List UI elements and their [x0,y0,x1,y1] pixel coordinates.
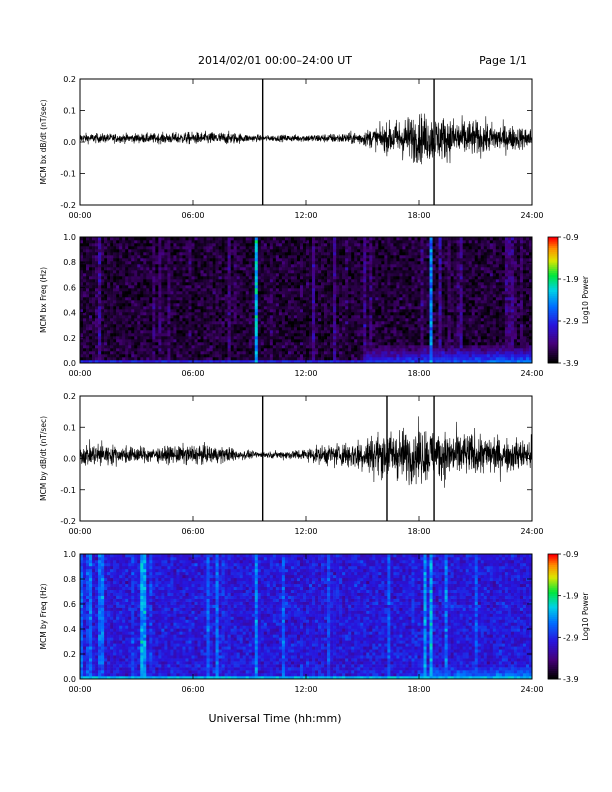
x-axis-title: Universal Time (hh:mm) [209,712,342,725]
x-tick-label: 24:00 [520,369,543,378]
x-tick-label: 06:00 [181,685,204,694]
x-tick-label: 00:00 [68,369,91,378]
y-tick-label: 0.8 [63,575,76,584]
x-tick-label: 18:00 [407,211,430,220]
y-tick-label: 1.0 [63,233,76,242]
y-tick-label: -0.2 [60,201,76,210]
y-axis-label: MCM by Freq (Hz) [39,583,48,649]
colorbar-tick-label: -2.9 [563,633,579,642]
panel-bx_dbdt: 0.2 0.1 0.0 -0.1 -0.200:00 06:00 12:00 18:00 24:… [39,75,544,220]
y-tick-label: -0.1 [60,170,76,179]
y-axis-label: MCM bx Freq (Hz) [39,267,48,333]
y-axis-label: MCM bx dB/dt (nT/sec) [39,99,48,184]
series-trace [80,416,532,488]
y-tick-label: 0.2 [63,650,76,659]
x-tick-label: 18:00 [407,369,430,378]
y-tick-label: 0.4 [63,309,76,318]
colorbar-tick-label: -3.9 [563,675,579,684]
heatmap-cells [80,554,533,680]
x-tick-label: 18:00 [407,527,430,536]
y-tick-label: -0.2 [60,517,76,526]
y-tick-label: 0.0 [63,675,76,684]
y-tick-label: 0.2 [63,75,76,84]
y-tick-label: 0.6 [63,283,76,292]
heatmap-cells [80,237,533,364]
panel-by_spectrogram: -0.9 -1.9 -2.9 -3.9 Log10 Power 1.0 0.8 0.6 0.4 0… [39,550,590,694]
header-page-number: Page 1/1 [479,54,527,67]
y-tick-label: 0.2 [63,334,76,343]
y-tick-label: 0.2 [63,392,76,401]
colorbar: -0.9 -1.9 -2.9 -3.9 Log10 Power [547,550,590,684]
y-tick-label: 0.6 [63,600,76,609]
y-axis-label: MCM by dB/dt (nT/sec) [39,416,48,501]
y-tick-label: 0.4 [63,625,76,634]
y-tick-label: 0.0 [63,359,76,368]
x-tick-label: 00:00 [68,527,91,536]
y-tick-label: 0.1 [63,423,76,432]
x-tick-label: 06:00 [181,527,204,536]
colorbar: -0.9 -1.9 -2.9 -3.9 Log10 Power [547,233,590,368]
colorbar-tick-label: -0.9 [563,233,579,242]
colorbar-tick-label: -3.9 [563,359,579,368]
colorbar-tick-label: -2.9 [563,317,579,326]
y-tick-label: 0.1 [63,107,76,116]
panels: 0.20.10.0-0.1-0.200:00 06:00 12:00 18:00 24:… [39,75,590,694]
x-tick-label: 12:00 [294,369,317,378]
x-tick-label: 12:00 [294,685,317,694]
y-tick-label: 0.0 [63,455,76,464]
x-tick-label: 24:00 [520,527,543,536]
colorbar-tick-label: -1.9 [563,592,579,601]
x-tick-label: 24:00 [520,211,543,220]
y-tick-label: 0.0 [63,138,76,147]
x-tick-label: 06:00 [181,369,204,378]
x-tick-label: 18:00 [407,685,430,694]
colorbar-tick-label: -1.9 [563,275,579,284]
x-tick-label: 00:00 [68,685,91,694]
panel-by_dbdt: 0.2 0.1 0.0 -0.1 -0.200:00 06:00 12:00 18:00 24:… [39,392,544,536]
colorbar-label: Log10 Power [581,592,590,641]
x-tick-label: 12:00 [294,527,317,536]
x-tick-label: 06:00 [181,211,204,220]
x-tick-label: 00:00 [68,211,91,220]
y-tick-label: 1.0 [63,550,76,559]
header-date-range: 2014/02/01 00:00–24:00 UT [198,54,352,67]
x-tick-label: 12:00 [294,211,317,220]
colorbar-label: Log10 Power [581,275,590,324]
colorbar-tick-label: -0.9 [563,550,579,559]
x-tick-label: 24:00 [520,685,543,694]
panel-bx_spectrogram: -0.9 -1.9 -2.9 -3.9 Log10 Power 1.0 0.8 0.6 0.4 0… [39,233,590,378]
series-trace [80,113,532,165]
y-tick-label: -0.1 [60,486,76,495]
y-tick-label: 0.8 [63,258,76,267]
